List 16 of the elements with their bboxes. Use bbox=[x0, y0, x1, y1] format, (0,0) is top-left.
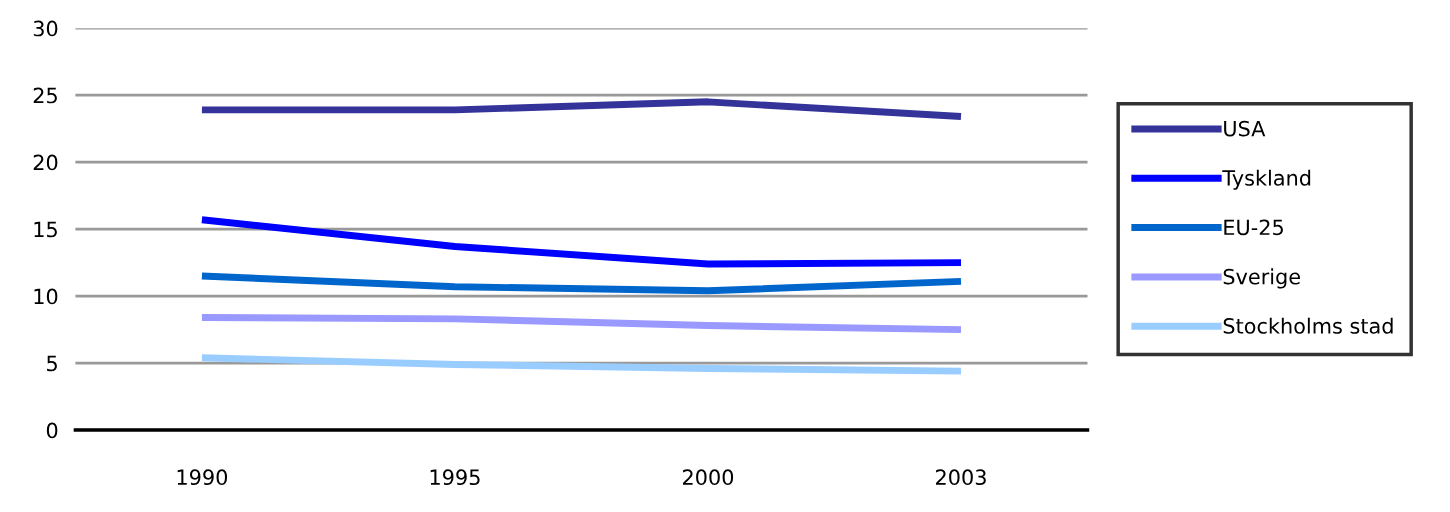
x-tick-label: 2003 bbox=[936, 469, 986, 486]
y-tick-label: 15 bbox=[34, 221, 57, 238]
y-tick-label: 20 bbox=[33, 154, 58, 171]
legend-label: Tyskland bbox=[1222, 169, 1311, 190]
legend-label: Stockholms stad bbox=[1223, 317, 1393, 334]
x-tick-label: 1995 bbox=[430, 469, 480, 486]
x-tick-label: 2000 bbox=[682, 469, 734, 486]
y-tick-label: 25 bbox=[33, 87, 57, 104]
y-tick-label: 0 bbox=[46, 422, 58, 439]
legend-label: EU-25 bbox=[1224, 219, 1283, 236]
y-tick-label: 30 bbox=[33, 20, 58, 37]
y-tick-label: 5 bbox=[47, 355, 57, 372]
x-tick-label: 1990 bbox=[177, 469, 228, 486]
y-tick-label: 10 bbox=[34, 288, 58, 305]
legend-label: Sverige bbox=[1223, 268, 1300, 289]
legend-label: USA bbox=[1224, 120, 1266, 137]
